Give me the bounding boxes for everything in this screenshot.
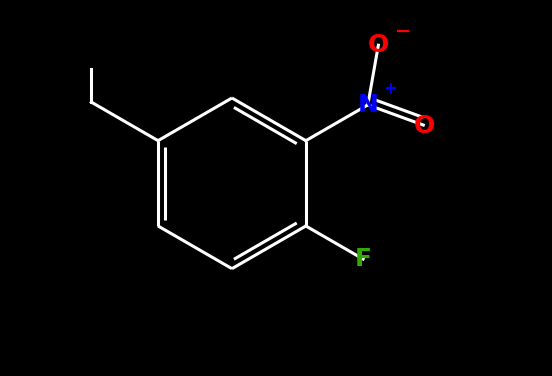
Text: F: F xyxy=(354,247,371,271)
Text: N: N xyxy=(357,93,378,117)
Text: O: O xyxy=(368,33,389,57)
Text: O: O xyxy=(414,114,436,138)
Text: −: − xyxy=(395,22,411,41)
Text: +: + xyxy=(383,80,397,99)
